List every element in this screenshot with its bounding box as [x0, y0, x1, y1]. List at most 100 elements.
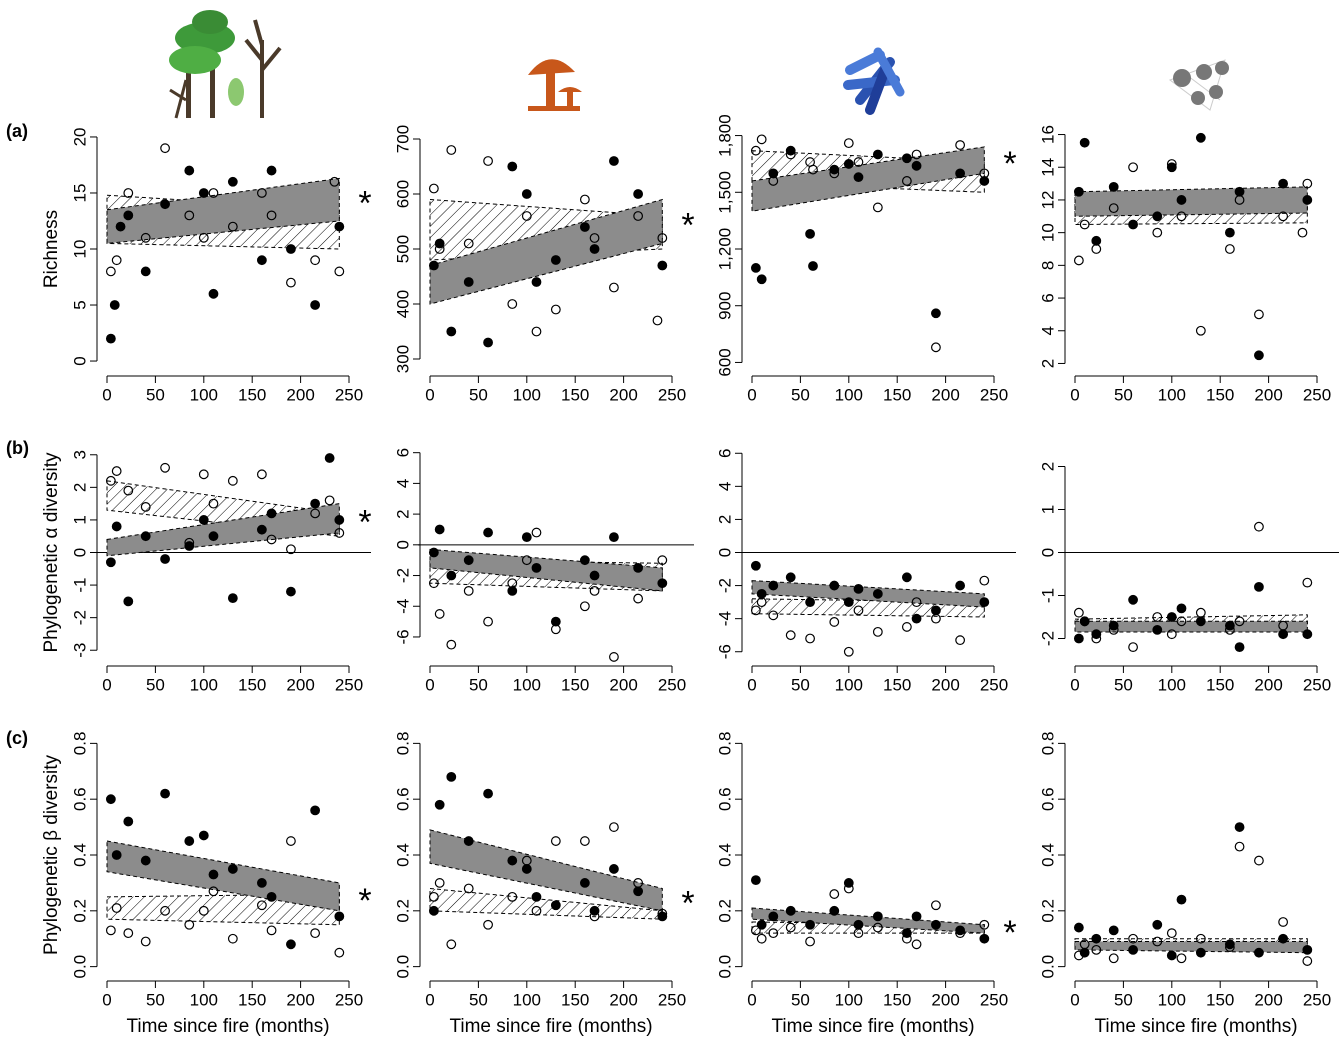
data-point	[550, 255, 561, 265]
y-tick-label: -1	[70, 578, 89, 593]
data-point	[589, 570, 600, 581]
data-point	[911, 911, 922, 922]
y-tick-label: 0	[70, 356, 89, 365]
y-tick-label: 10	[70, 240, 89, 259]
y-tick-label: 0	[1038, 548, 1057, 557]
data-point	[434, 244, 445, 254]
x-tick-label: 250	[335, 990, 363, 1009]
data-point	[657, 233, 668, 243]
data-point	[310, 805, 321, 816]
data-point	[1073, 922, 1084, 933]
data-point	[1128, 944, 1138, 955]
data-point	[657, 260, 668, 271]
x-tick-label: 50	[146, 675, 165, 694]
x-tick-label: 200	[931, 990, 959, 1009]
data-point	[428, 905, 439, 916]
data-point	[123, 210, 134, 221]
x-tick-label: 100	[1158, 385, 1186, 404]
data-point	[531, 326, 542, 337]
x-tick-label: 150	[238, 385, 266, 404]
significance-marker: *	[358, 503, 371, 541]
x-tick-label: 150	[238, 675, 266, 694]
y-tick-label: 0	[70, 548, 89, 557]
y-tick-label: 0.0	[1038, 955, 1057, 979]
x-tick-label: 50	[469, 675, 488, 694]
data-point	[785, 630, 796, 641]
data-point	[483, 156, 493, 166]
data-point	[1302, 629, 1313, 640]
data-point	[1079, 219, 1090, 230]
data-point	[1254, 855, 1264, 866]
data-point	[1254, 309, 1264, 320]
data-point	[111, 521, 122, 532]
data-point	[633, 593, 644, 604]
data-point	[1073, 607, 1084, 618]
data-point	[652, 315, 663, 326]
x-tick-label: 0	[425, 385, 434, 404]
data-point	[1224, 227, 1235, 238]
x-tick-label: 200	[1254, 675, 1282, 694]
x-axis-label: Time since fire (months)	[771, 1016, 974, 1037]
data-point	[140, 936, 151, 947]
data-point	[979, 176, 990, 186]
data-point	[310, 255, 321, 266]
y-tick-label: 12	[1038, 190, 1057, 209]
data-point	[979, 919, 990, 930]
data-point	[1079, 616, 1090, 627]
data-point	[768, 610, 779, 621]
data-point	[633, 211, 644, 221]
x-tick-label: 50	[791, 385, 810, 404]
data-point	[324, 453, 335, 463]
data-point	[609, 822, 619, 832]
data-point	[853, 172, 864, 183]
data-point	[446, 771, 457, 782]
icon-protists	[1168, 59, 1229, 111]
significance-marker: *	[1003, 914, 1016, 952]
data-point	[579, 194, 590, 205]
data-point	[184, 541, 195, 551]
data-point	[829, 889, 840, 899]
data-point	[428, 891, 439, 902]
y-tick-label: 2	[393, 509, 412, 518]
data-point	[1152, 227, 1163, 238]
data-point	[428, 547, 439, 558]
data-point	[1108, 625, 1119, 635]
data-point	[286, 277, 296, 288]
data-point	[463, 836, 474, 846]
data-point	[955, 928, 966, 939]
x-tick-label: 250	[658, 675, 686, 694]
data-point	[1278, 178, 1289, 189]
data-point	[1176, 211, 1187, 222]
data-point	[550, 900, 561, 911]
x-tick-label: 150	[238, 990, 266, 1009]
y-tick-label: -2	[715, 578, 734, 593]
data-point	[1234, 841, 1245, 852]
data-point	[334, 515, 345, 525]
data-point	[198, 830, 209, 841]
significance-marker: *	[681, 885, 694, 923]
data-point	[334, 947, 345, 958]
data-point	[955, 635, 966, 646]
data-point	[853, 157, 864, 167]
y-tick-label: 0.6	[70, 787, 89, 811]
data-point	[227, 221, 238, 232]
data-point	[911, 597, 922, 608]
data-point	[446, 939, 457, 950]
panel: 0.0 0.2 0.4 0.6 0.8 0 50 100 150 200 250 * Phylogene…	[6, 728, 372, 1037]
icon-bacteria	[843, 47, 905, 115]
y-tick-label: -1	[1038, 588, 1057, 603]
data-point	[208, 869, 219, 880]
x-tick-label: 50	[1114, 675, 1133, 694]
data-point	[633, 878, 644, 888]
data-point	[111, 466, 122, 476]
data-point	[1234, 616, 1245, 627]
data-point	[931, 605, 941, 616]
confidence-band	[751, 580, 985, 608]
x-tick-label: 200	[931, 675, 959, 694]
data-point	[324, 495, 335, 506]
data-point	[805, 919, 815, 930]
data-point	[105, 475, 116, 486]
y-tick-label: 300	[393, 345, 412, 373]
significance-marker: *	[358, 882, 371, 920]
y-tick-label: 20	[70, 128, 89, 147]
